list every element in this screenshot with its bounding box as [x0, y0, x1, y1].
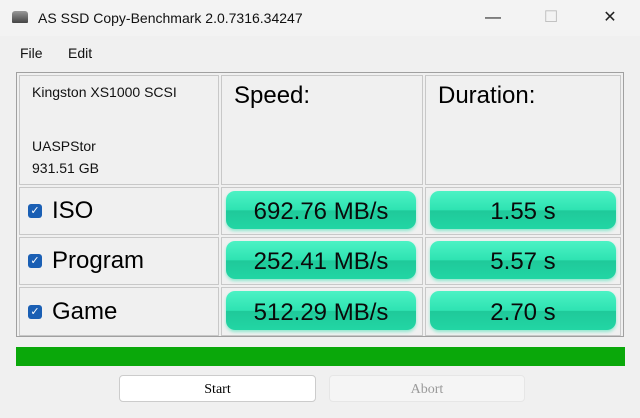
abort-button[interactable]: Abort	[329, 375, 525, 402]
test-checkbox[interactable]: ✓	[28, 204, 42, 218]
test-checkbox[interactable]: ✓	[28, 254, 42, 268]
test-label: ISO	[52, 197, 94, 224]
results-grid: Kingston XS1000 SCSI UASPStor 931.51 GB …	[16, 72, 624, 337]
maximize-button[interactable]: ☐	[543, 9, 559, 26]
speed-header: Speed:	[234, 82, 311, 109]
speed-cell: 512.29 MB/s	[221, 287, 423, 336]
window-title: AS SSD Copy-Benchmark 2.0.7316.34247	[38, 10, 303, 26]
speed-result: 252.41 MB/s	[226, 241, 416, 279]
duration-result: 2.70 s	[430, 291, 616, 330]
test-label: Program	[52, 247, 145, 274]
duration-cell: 5.57 s	[425, 237, 621, 285]
speed-result: 692.76 MB/s	[226, 191, 416, 229]
speed-cell: 252.41 MB/s	[221, 237, 423, 285]
test-row-program: ✓ Program	[19, 237, 219, 285]
title-bar	[0, 0, 640, 36]
test-row-iso: ✓ ISO	[19, 187, 219, 235]
speed-result: 512.29 MB/s	[226, 291, 416, 330]
minimize-button[interactable]: —	[485, 9, 501, 26]
duration-cell: 2.70 s	[425, 287, 621, 336]
duration-cell: 1.55 s	[425, 187, 621, 235]
duration-result: 1.55 s	[430, 191, 616, 229]
start-button[interactable]: Start	[119, 375, 316, 402]
test-row-game: ✓ Game	[19, 287, 219, 336]
drive-size: 931.51 GB	[32, 160, 99, 176]
test-checkbox[interactable]: ✓	[28, 304, 42, 319]
drive-model: Kingston XS1000 SCSI	[32, 84, 177, 100]
duration-header: Duration:	[438, 82, 536, 109]
progress-bar	[16, 347, 625, 366]
menu-edit[interactable]: Edit	[68, 45, 93, 61]
test-label: Game	[52, 297, 118, 325]
drive-info-cell: Kingston XS1000 SCSI UASPStor 931.51 GB	[19, 75, 219, 185]
speed-header-cell: Speed:	[221, 75, 423, 185]
speed-cell: 692.76 MB/s	[221, 187, 423, 235]
duration-result: 5.57 s	[430, 241, 616, 279]
app-drive-icon	[12, 11, 28, 23]
drive-driver: UASPStor	[32, 138, 96, 154]
duration-header-cell: Duration:	[425, 75, 621, 185]
close-button[interactable]: ✕	[603, 9, 617, 26]
menu-file[interactable]: File	[20, 45, 43, 61]
